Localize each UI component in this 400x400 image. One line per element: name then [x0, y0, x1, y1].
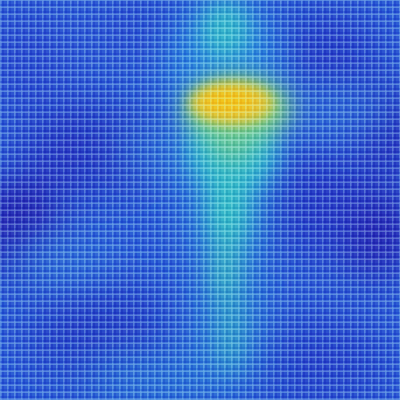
hotspot [190, 81, 274, 125]
